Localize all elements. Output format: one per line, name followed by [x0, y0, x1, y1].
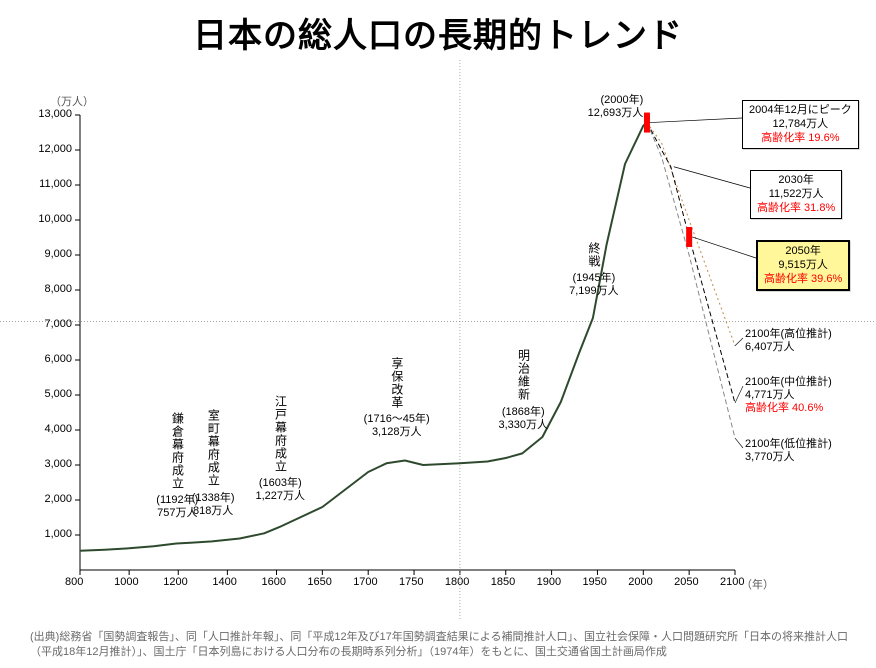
- projection-label-p2100l: 2100年(低位推計)3,770万人: [745, 438, 832, 464]
- y-tick-label: 7,000: [44, 318, 72, 330]
- y-tick-label: 13,000: [38, 108, 72, 120]
- y-tick-label: 10,000: [38, 213, 72, 225]
- y-tick-label: 8,000: [44, 283, 72, 295]
- projection-label-p2100h: 2100年(高位推計)6,407万人: [745, 328, 832, 354]
- y-tick-label: 3,000: [44, 458, 72, 470]
- page-title: 日本の総人口の長期的トレンド: [0, 0, 876, 57]
- x-tick-label: 2000: [628, 576, 652, 588]
- x-tick-label: 1800: [445, 576, 469, 588]
- y-tick-label: 12,000: [38, 143, 72, 155]
- history-annotation: 明治維新(1868年)3,330万人: [488, 349, 558, 432]
- x-tick-label: 1650: [307, 576, 331, 588]
- x-tick-label: 2050: [674, 576, 698, 588]
- x-tick-label: 1750: [399, 576, 423, 588]
- source-citation: (出典)総務省「国勢調査報告」、同「人口推計年報」、同「平成12年及び17年国勢…: [30, 630, 850, 660]
- x-tick-label: 1900: [537, 576, 561, 588]
- y-tick-label: 9,000: [44, 248, 72, 260]
- y-tick-label: 4,000: [44, 423, 72, 435]
- x-tick-label: 1400: [212, 576, 236, 588]
- population-chart: 1,000 2,000 3,000 4,000 5,000 6,000 7,000 8,000…: [0, 60, 876, 620]
- history-annotation: 室町幕府成立(1338年)818万人: [178, 409, 248, 518]
- x-axis-unit: （年）: [741, 576, 774, 592]
- y-tick-label: 5,000: [44, 388, 72, 400]
- callout-peak-2004: 2004年12月にピーク12,784万人高齢化率 19.6%: [742, 100, 859, 149]
- x-tick-label: 1850: [491, 576, 515, 588]
- x-tick-label: 1600: [262, 576, 286, 588]
- x-tick-label: 800: [65, 576, 83, 588]
- annotation-2000: (2000年)12,693万人: [573, 94, 643, 120]
- y-axis-unit: （万人）: [50, 93, 94, 109]
- history-annotation: 享保改革(1716～45年)3,128万人: [362, 357, 432, 440]
- y-tick-label: 6,000: [44, 353, 72, 365]
- x-tick-label: 1700: [353, 576, 377, 588]
- history-annotation: 終戦(1945年)7,199万人: [559, 242, 629, 299]
- callout-y2050: 2050年9,515万人高齢化率 39.6%: [756, 240, 850, 291]
- history-annotation: 江戸幕府成立(1603年)1,227万人: [245, 395, 315, 504]
- projection-label-p2100m: 2100年(中位推計)4,771万人高齢化率 40.6%: [745, 376, 832, 416]
- x-tick-label: 1950: [582, 576, 606, 588]
- y-tick-label: 11,000: [39, 178, 72, 190]
- callout-y2030: 2030年11,522万人高齢化率 31.8%: [750, 170, 842, 219]
- x-tick-label: 1200: [163, 576, 187, 588]
- y-tick-label: 2,000: [44, 493, 72, 505]
- y-tick-label: 1,000: [44, 528, 72, 540]
- x-tick-label: 1000: [114, 576, 138, 588]
